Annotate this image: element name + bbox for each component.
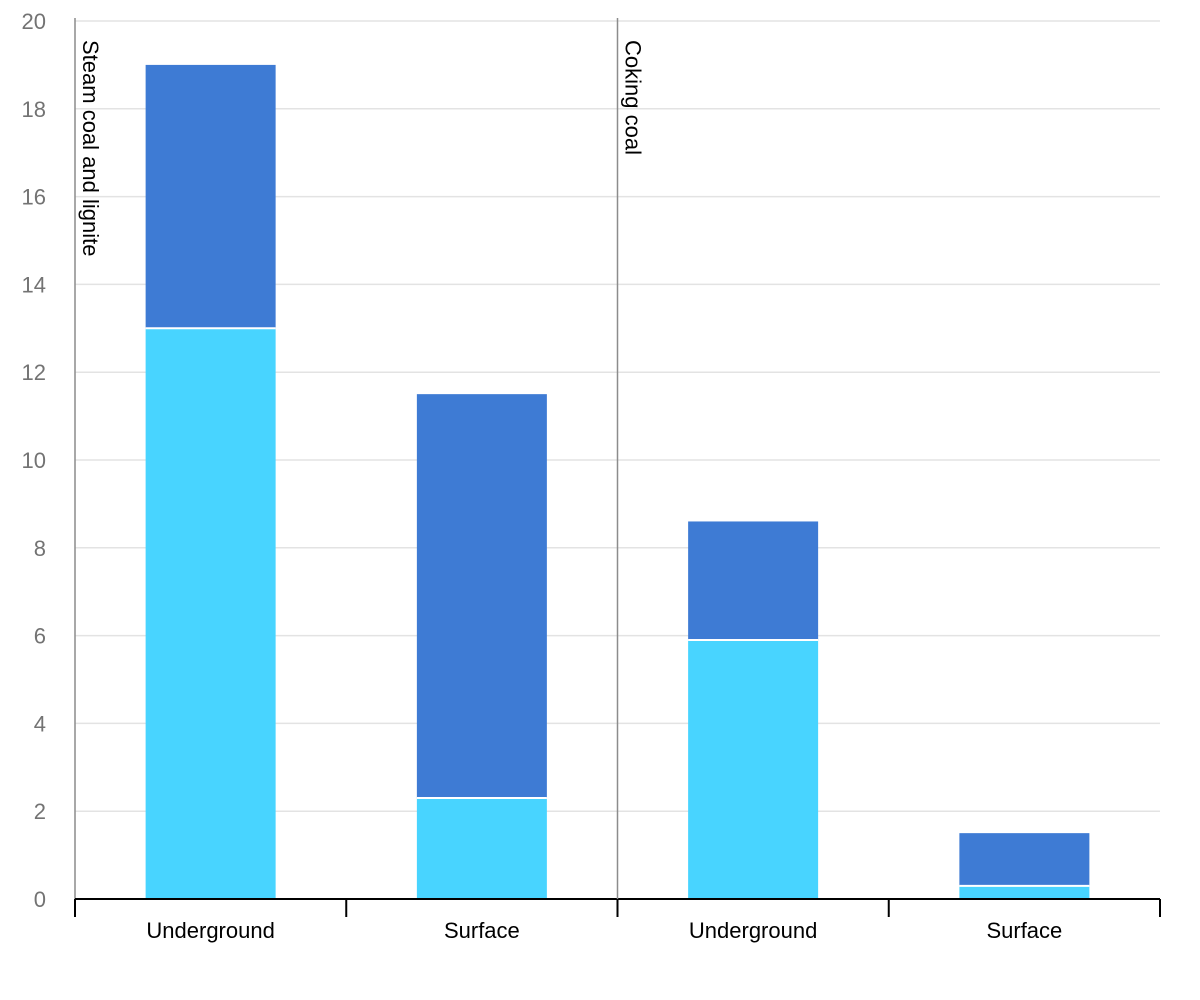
y-tick-label: 0 bbox=[34, 887, 46, 912]
group-label: Coking coal bbox=[621, 40, 646, 155]
y-tick-label: 10 bbox=[22, 448, 46, 473]
bar-segment bbox=[959, 885, 1090, 899]
x-axis-ticks: Underground Surface Underground Surface bbox=[146, 918, 1062, 943]
x-tick-label: Underground bbox=[146, 918, 274, 943]
bar-segment bbox=[959, 833, 1090, 886]
x-tick-label: Surface bbox=[986, 918, 1062, 943]
bar-segment bbox=[416, 394, 547, 799]
y-tick-label: 16 bbox=[22, 185, 46, 210]
bars bbox=[145, 64, 1090, 899]
bar-segment bbox=[416, 798, 547, 899]
bar-segment bbox=[688, 639, 819, 899]
y-tick-label: 8 bbox=[34, 536, 46, 561]
y-tick-label: 20 bbox=[22, 9, 46, 34]
bar-segment bbox=[688, 521, 819, 640]
y-tick-label: 18 bbox=[22, 97, 46, 122]
y-tick-label: 12 bbox=[22, 360, 46, 385]
bar-segment bbox=[145, 328, 276, 899]
y-tick-label: 6 bbox=[34, 624, 46, 649]
y-tick-label: 2 bbox=[34, 799, 46, 824]
group-labels: Steam coal and lignite Coking coal bbox=[78, 40, 646, 256]
y-tick-label: 14 bbox=[22, 272, 46, 297]
bar-segment bbox=[145, 64, 276, 329]
group-label: Steam coal and lignite bbox=[78, 40, 103, 256]
x-axis bbox=[74, 18, 1161, 917]
y-axis-ticks: 0 2 4 6 8 10 12 14 16 18 20 bbox=[22, 9, 46, 912]
x-tick-label: Surface bbox=[444, 918, 520, 943]
x-tick-label: Underground bbox=[689, 918, 817, 943]
y-tick-label: 4 bbox=[34, 711, 46, 736]
